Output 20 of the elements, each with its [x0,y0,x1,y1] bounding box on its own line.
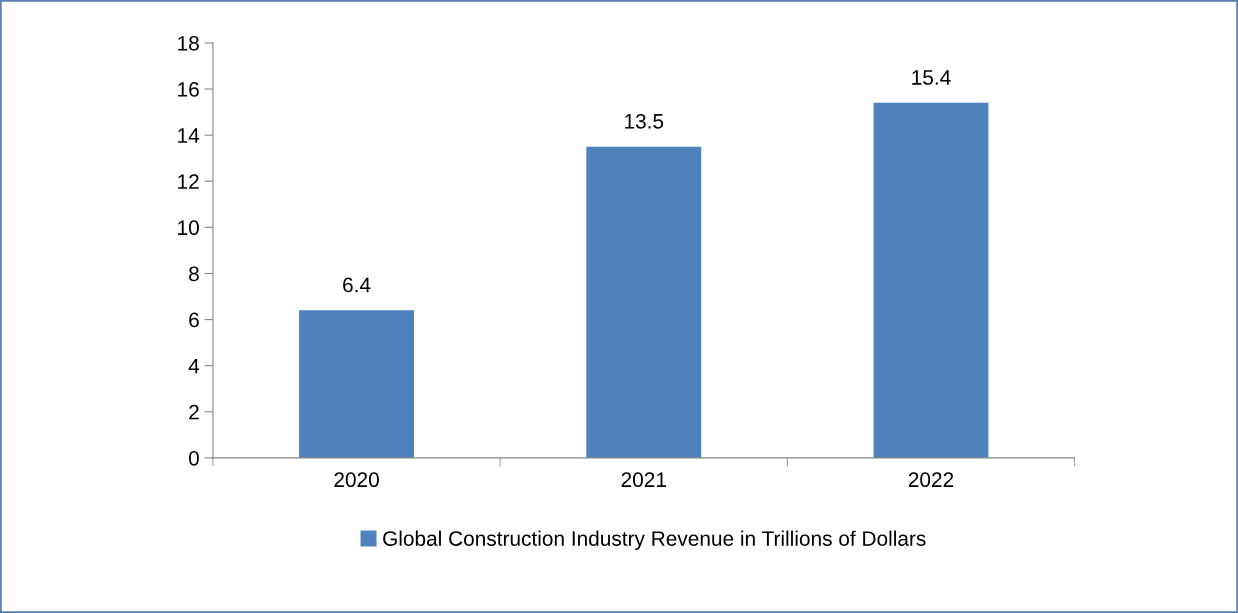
y-tick-label: 8 [189,266,199,282]
data-label: 13.5 [625,113,664,129]
y-tick-label: 12 [178,174,199,189]
y-tick-label: 16 [178,82,199,97]
x-tick-label: 2022 [908,472,954,488]
y-tick-label: 14 [178,128,200,143]
y-tick-label: 18 [178,35,199,51]
x-tick-label: 2020 [334,472,379,488]
data-label: 6.4 [343,277,371,293]
y-tick-label: 10 [178,220,199,236]
bar [586,146,702,458]
x-tick-label: 2021 [621,472,666,488]
y-tick-label: 2 [189,404,199,420]
data-label: 15.4 [912,70,951,85]
legend-label: Global Construction Industry Revenue in Trillions of Dollars [383,530,926,551]
bar [299,310,414,458]
y-tick-label: 4 [188,358,200,374]
bar [873,102,989,458]
y-tick-label: 0 [188,450,199,466]
y-tick-label: 6 [189,312,199,328]
